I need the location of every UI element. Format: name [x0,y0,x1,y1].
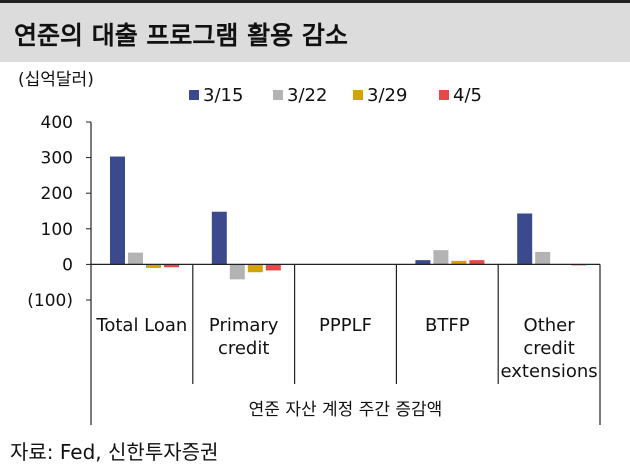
category-label: credit [218,338,269,359]
y-tick-label: 400 [41,113,73,133]
legend-swatch [273,90,283,100]
bar [211,211,227,265]
bar [469,260,485,265]
legend-label: 4/5 [453,85,482,106]
category-label: Primary [209,315,279,336]
legend-label: 3/29 [367,85,407,106]
y-tick-label: 200 [41,184,73,204]
bar [128,252,143,265]
legend-swatch [353,90,363,100]
bar [229,264,245,280]
y-tick-label: 300 [41,149,73,169]
category-label: extensions [501,361,598,382]
category-label: Other [524,315,576,336]
unit-label: (십억달러) [18,70,94,90]
bar [146,264,161,268]
category-label: Total Loan [95,315,187,336]
legend-label: 3/15 [203,85,243,106]
y-tick-label: 0 [62,255,73,275]
category-label: PPPLF [319,315,372,336]
legend-swatch [439,90,449,100]
y-tick-label: (100) [27,291,73,311]
title-bar: 연준의 대출 프로그램 활용 감소 [0,0,630,62]
bar [164,264,179,268]
page-title: 연준의 대출 프로그램 활용 감소 [14,21,348,50]
legend-label: 3/22 [287,85,327,106]
bar [535,251,551,265]
legend-swatch [189,90,199,100]
category-label: BTFP [425,315,470,336]
y-tick-label: 100 [41,220,73,240]
bar [415,260,431,265]
x-axis-label: 연준 자산 계정 주간 증감액 [249,400,443,420]
bar [451,260,467,265]
bar [110,156,125,265]
bar [517,213,533,265]
source-note: 자료: Fed, 신한투자증권 [10,440,219,464]
bar [433,250,449,265]
category-label: credit [523,338,574,359]
bar [247,264,263,273]
bar [265,264,281,271]
